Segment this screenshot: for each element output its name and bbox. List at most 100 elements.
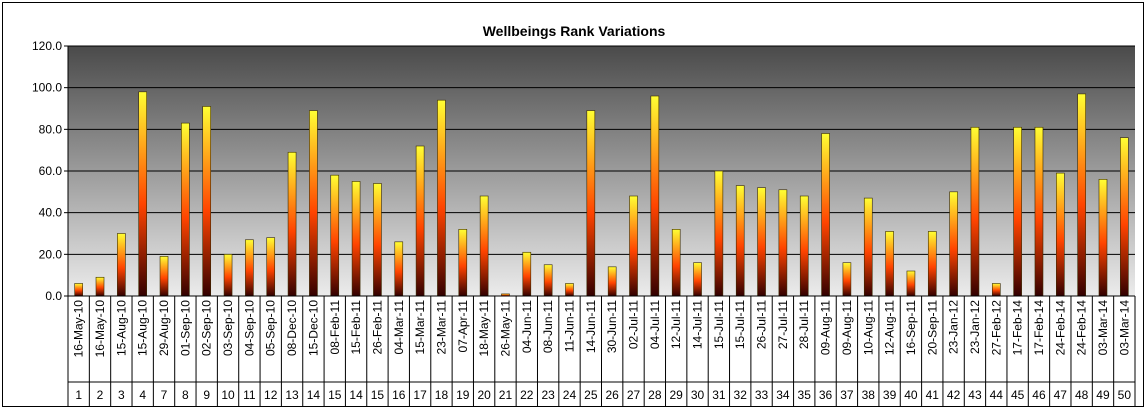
bar (607, 266, 617, 297)
x-category-date-label: 23-Jan-12 (947, 300, 961, 354)
bar (266, 237, 276, 297)
x-category-number-label: 38 (862, 388, 876, 402)
x-category-date-label: 26-May-11 (498, 300, 512, 357)
bar (1056, 172, 1065, 297)
x-category-number-label: 24 (563, 388, 577, 402)
chart-title: Wellbeings Rank Variations (483, 23, 666, 39)
bar (159, 256, 169, 297)
x-category-number-label: 35 (798, 388, 812, 402)
y-tick-label: 20.0 (39, 247, 63, 261)
x-category-number-label: 2 (97, 388, 104, 402)
x-category-number-label: 21 (499, 388, 513, 402)
x-category-date-label: 24-Feb-14 (1075, 300, 1089, 356)
bar (351, 181, 361, 297)
x-category-date-label: 07-Apr-11 (456, 300, 470, 353)
bar (287, 151, 297, 297)
x-category-number-label: 12 (264, 388, 278, 402)
x-category-date-label: 16-Sep-11 (904, 300, 918, 355)
bar (181, 122, 190, 297)
x-category-number-label: 14 (307, 388, 321, 402)
bar (245, 239, 254, 297)
x-category-number-label: 7 (161, 388, 168, 402)
x-category-date-label: 03-Sep-10 (221, 300, 235, 356)
y-axis-ticks: 0.0 20.0 40.0 60.0 80.0 100.0 120.0 (32, 39, 69, 303)
x-category-number-label: 37 (840, 388, 854, 402)
bar (757, 187, 766, 297)
bar (1120, 137, 1129, 297)
x-category-number-label: 43 (968, 388, 982, 402)
x-category-number-label: 50 (1118, 388, 1132, 402)
x-category-number-label: 34 (776, 388, 790, 402)
x-category-date-label: 04-Jul-11 (648, 300, 662, 349)
x-category-date-label: 10-Aug-11 (861, 300, 875, 355)
x-category-number-label: 9 (203, 388, 210, 402)
x-category-date-label: 14-Jun-11 (584, 300, 598, 353)
bar (970, 126, 980, 297)
bar (629, 195, 638, 297)
x-category-date-label: 04-Jun-11 (520, 300, 534, 353)
x-category-number-label: 44 (990, 388, 1004, 402)
x-category-date-label: 08-Dec-10 (285, 300, 299, 356)
x-category-number-label: 18 (435, 388, 449, 402)
y-tick-label: 0.0 (45, 289, 62, 303)
x-category-date-label: 16-May-10 (93, 300, 107, 358)
bar (95, 276, 105, 297)
bars (74, 91, 1129, 297)
x-category-date-label: 12-Aug-11 (883, 300, 897, 355)
bar (117, 233, 126, 297)
x-category-number-label: 3 (118, 388, 125, 402)
x-category-number-label: 20 (477, 388, 491, 402)
x-category-date-label: 08-Feb-11 (328, 300, 342, 355)
x-category-number-label: 39 (883, 388, 897, 402)
x-category-date-label: 05-Sep-10 (264, 300, 278, 356)
x-category-number-label: 47 (1054, 388, 1068, 402)
x-category-number-label: 22 (520, 388, 534, 402)
x-category-number-label: 41 (926, 388, 940, 402)
x-category-number-label: 23 (541, 388, 555, 402)
x-category-number-label: 48 (1075, 388, 1089, 402)
bar (1034, 126, 1044, 297)
bar (202, 106, 212, 297)
x-category-number-label: 40 (904, 388, 918, 402)
bar (863, 197, 873, 297)
bar (394, 241, 404, 297)
bar (949, 191, 958, 297)
bar (522, 251, 532, 297)
x-category-number-label: 49 (1096, 388, 1110, 402)
x-category-date-label: 16-May-10 (72, 300, 86, 358)
x-category-date-label: 03-Mar-14 (1096, 300, 1110, 356)
x-category-number-label: 28 (648, 388, 662, 402)
bar (373, 183, 382, 297)
x-category-number-label: 26 (605, 388, 619, 402)
x-category-date-label: 27-Jul-11 (776, 300, 790, 349)
x-category-date-label: 03-Mar-14 (1117, 300, 1131, 356)
x-category-date-label: 15-Aug-10 (114, 300, 128, 356)
bar (223, 254, 233, 297)
x-category-date-label: 15-Aug-10 (136, 300, 150, 356)
bar (565, 283, 574, 297)
bar (671, 229, 681, 297)
x-category-date-label: 15-Mar-11 (413, 300, 427, 355)
x-category-date-label: 23-Jan-12 (968, 300, 982, 354)
x-category-date-label: 23-Mar-11 (434, 300, 448, 355)
bar (586, 110, 596, 297)
x-category-date-label: 28-Jul-11 (797, 300, 811, 349)
y-tick-label: 80.0 (39, 122, 63, 136)
x-category-date-label: 20-Sep-11 (925, 300, 939, 355)
x-category-date-label: 15-Dec-10 (306, 300, 320, 356)
bar (885, 231, 894, 297)
x-category-date-label: 15-Jul-11 (712, 300, 726, 349)
x-category-number-label: 46 (1032, 388, 1046, 402)
bar (799, 195, 809, 297)
x-category-number-label: 32 (734, 388, 748, 402)
x-category-date-label: 12-Jul-11 (669, 300, 683, 349)
bar (991, 283, 1001, 297)
x-category-number-label: 16 (392, 388, 406, 402)
x-category-number-label: 15 (328, 388, 342, 402)
x-category-date-label: 09-Aug-11 (840, 300, 854, 355)
x-category-number-label: 36 (819, 388, 833, 402)
bar (906, 270, 916, 297)
bar (1013, 126, 1022, 297)
x-category-number-label: 42 (947, 388, 961, 402)
